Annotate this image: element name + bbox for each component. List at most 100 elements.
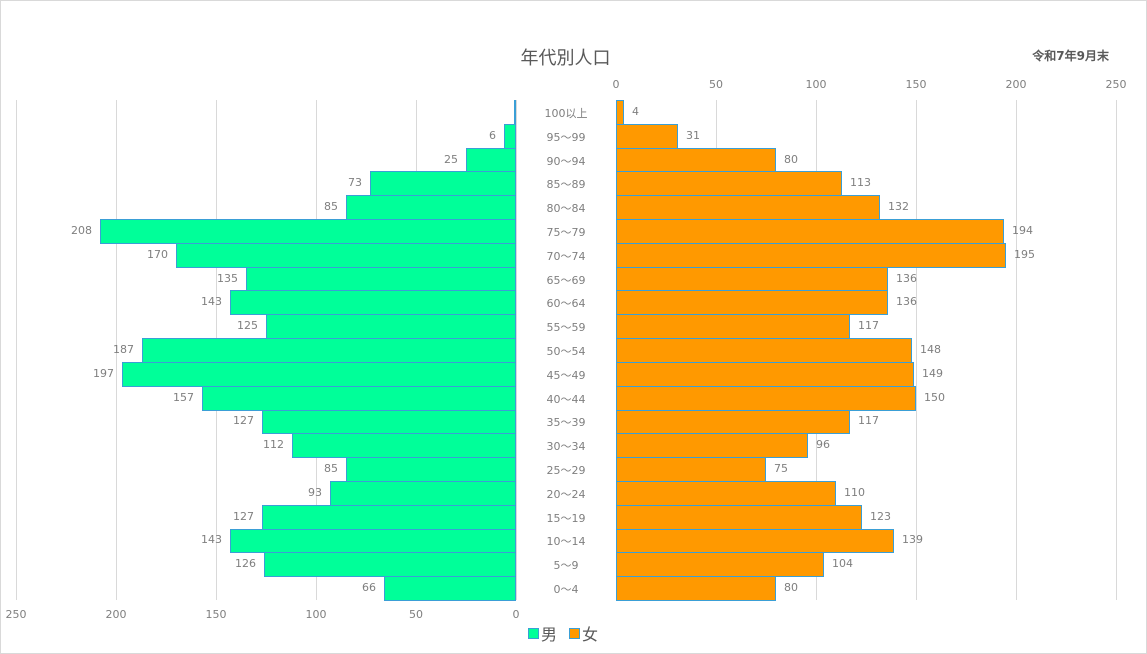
female-value-label: 136 [896, 295, 917, 309]
age-group-label: 50～54 [546, 345, 586, 358]
age-group-label: 45～49 [546, 368, 586, 382]
female-bar[interactable] [616, 219, 1004, 244]
female-value-label: 194 [1012, 223, 1033, 237]
gridline-right [1016, 100, 1017, 600]
age-group-label: 20～24 [546, 487, 586, 501]
age-group-label: 5～9 [553, 559, 579, 573]
male-bar[interactable] [384, 576, 516, 601]
female-value-label: 104 [832, 557, 853, 571]
legend: 男 女 [528, 621, 598, 645]
male-value-label: 127 [233, 414, 254, 428]
age-group-label: 100以上 [544, 106, 588, 120]
male-bar[interactable] [292, 433, 516, 459]
age-group-label: 65～69 [546, 273, 586, 287]
male-value-label: 25 [444, 152, 458, 166]
right-axis-tick: 150 [905, 78, 927, 91]
right-axis-tick: 50 [709, 78, 723, 91]
male-value-label: 66 [362, 581, 376, 595]
age-group-label: 60～64 [546, 297, 586, 311]
female-bar[interactable] [616, 409, 850, 435]
female-bar[interactable] [616, 480, 836, 506]
male-value-label: 208 [71, 223, 92, 237]
right-axis-tick: 250 [1105, 78, 1127, 91]
female-bar[interactable] [616, 266, 888, 292]
age-group-label: 80～84 [546, 202, 586, 216]
female-bar[interactable] [616, 361, 914, 387]
gridline-right [1116, 100, 1117, 600]
female-value-label: 123 [870, 509, 891, 523]
female-value-label: 132 [888, 200, 909, 214]
male-value-label: 170 [147, 247, 168, 261]
female-bar[interactable] [616, 147, 776, 173]
male-bar[interactable] [346, 195, 516, 221]
age-group-label: 15～19 [546, 511, 586, 525]
male-bar[interactable] [266, 314, 516, 340]
age-group-label: 90～94 [546, 154, 586, 168]
male-value-label: 143 [201, 295, 222, 309]
age-group-label: 70～74 [546, 249, 586, 263]
female-value-label: 149 [922, 366, 943, 380]
male-bar[interactable] [230, 528, 516, 554]
male-bar[interactable] [230, 290, 516, 316]
female-bar[interactable] [616, 314, 850, 340]
age-group-label: 0～4 [553, 583, 579, 597]
female-bar[interactable] [616, 576, 776, 601]
age-group-label: 35～39 [546, 416, 586, 430]
female-bar[interactable] [616, 242, 1006, 268]
male-bar[interactable] [122, 361, 516, 387]
female-value-label: 75 [774, 462, 788, 476]
legend-item-female[interactable]: 女 [569, 621, 598, 645]
female-value-label: 117 [858, 414, 879, 428]
female-bar[interactable] [616, 100, 624, 125]
female-bar[interactable] [616, 290, 888, 316]
female-bar[interactable] [616, 528, 894, 554]
female-value-label: 195 [1014, 247, 1035, 261]
male-bar[interactable] [504, 123, 516, 149]
male-value-label: 197 [93, 366, 114, 380]
male-bar[interactable] [264, 552, 516, 578]
male-bar[interactable] [466, 147, 516, 173]
female-bar[interactable] [616, 504, 862, 530]
male-bar[interactable] [246, 266, 516, 292]
male-value-label: 135 [217, 271, 238, 285]
gridline-left [16, 100, 17, 600]
female-bar[interactable] [616, 123, 678, 149]
chart-title: 年代別人口 [520, 48, 611, 69]
male-bar[interactable] [100, 219, 516, 244]
age-group-label: 75～79 [546, 225, 586, 239]
age-group-label: 95～99 [546, 130, 586, 144]
legend-item-male[interactable]: 男 [528, 621, 557, 645]
female-bar[interactable] [616, 385, 916, 411]
age-group-label: 25～29 [546, 464, 586, 478]
age-group-label: 10～14 [546, 535, 586, 549]
female-bar[interactable] [616, 552, 824, 578]
male-bar[interactable] [330, 480, 516, 506]
male-bar[interactable] [176, 242, 516, 268]
male-value-label: 187 [113, 343, 134, 356]
left-axis-tick: 100 [305, 608, 327, 621]
female-bar[interactable] [616, 433, 808, 459]
age-group-label: 30～34 [546, 440, 586, 454]
male-bar[interactable] [142, 338, 516, 363]
male-bar[interactable] [370, 171, 516, 197]
male-value-label: 143 [201, 533, 222, 547]
female-value-label: 96 [816, 438, 830, 452]
legend-label-female: 女 [582, 625, 599, 644]
male-bar[interactable] [346, 457, 516, 482]
female-value-label: 113 [850, 176, 871, 190]
left-axis-tick: 250 [5, 608, 27, 621]
female-bar[interactable] [616, 195, 880, 221]
male-value-label: 6 [489, 128, 496, 142]
legend-label-male: 男 [541, 625, 558, 644]
male-bar[interactable] [202, 385, 516, 411]
female-bar[interactable] [616, 338, 912, 363]
male-bar[interactable] [262, 504, 516, 530]
female-bar[interactable] [616, 171, 842, 197]
female-value-label: 139 [902, 533, 923, 547]
female-value-label: 150 [924, 390, 945, 404]
right-axis-tick: 100 [805, 78, 827, 91]
female-bar[interactable] [616, 457, 766, 482]
male-bar[interactable] [262, 409, 516, 435]
left-axis-tick: 200 [105, 608, 127, 621]
